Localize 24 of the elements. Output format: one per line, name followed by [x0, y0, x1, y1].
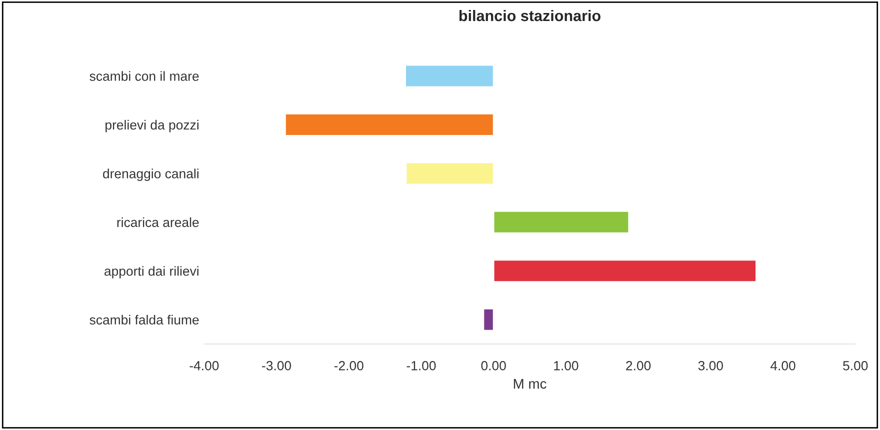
bar: [492, 259, 757, 283]
bar: [492, 210, 630, 234]
y-tick-label: ricarica areale: [117, 217, 199, 228]
x-tick-label: 2.00: [626, 361, 651, 370]
bar: [405, 162, 494, 186]
y-tick-label: scambi falda fiume: [90, 314, 199, 325]
x-tick-label: -1.00: [406, 361, 436, 370]
x-tick-label: 5.00: [843, 361, 868, 370]
y-tick-label: drenaggio canali: [103, 168, 198, 181]
y-tick-label: scambi con il mare: [90, 71, 199, 81]
bar: [284, 113, 494, 136]
x-tick-label: 0.00: [481, 361, 506, 370]
x-axis-title: M mc: [514, 379, 546, 389]
chart-title: bilancio stazionario: [459, 10, 600, 22]
bar: [404, 64, 494, 88]
y-tick-label: prelievi da pozzi: [106, 120, 198, 132]
x-tick-label: 3.00: [698, 361, 723, 370]
x-tick-label: -4.00: [190, 361, 219, 370]
x-tick-label: -3.00: [262, 361, 292, 370]
x-tick-label: -2.00: [334, 361, 364, 370]
bar: [482, 308, 494, 332]
x-tick-label: 4.00: [770, 361, 796, 370]
x-tick-label: 1.00: [554, 361, 578, 370]
y-tick-label: apporti dai rilievi: [104, 266, 198, 278]
